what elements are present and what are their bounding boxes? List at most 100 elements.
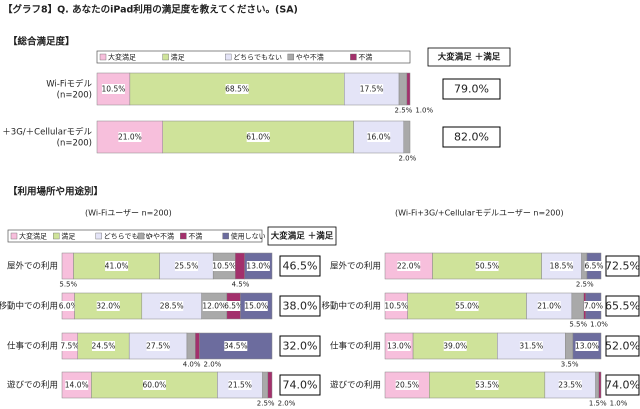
legend-swatch xyxy=(162,53,169,61)
value-label: 50.5% xyxy=(475,262,499,271)
legend-swatch xyxy=(137,232,145,240)
subtitle: (Wi-Fiユーザー n=200) xyxy=(85,209,172,218)
value-label: 10.5% xyxy=(102,85,126,94)
value-label: 17.5% xyxy=(360,85,384,94)
value-label: 6.0% xyxy=(59,302,78,311)
legend-swatch xyxy=(222,232,229,240)
bar-segment xyxy=(267,371,273,399)
label-bg xyxy=(393,106,413,114)
bar-segment xyxy=(565,332,574,360)
legend-label: 不満 xyxy=(188,233,202,241)
category-label: 移動中での利用 xyxy=(0,301,58,312)
value-label: 13.0% xyxy=(387,342,411,351)
legend-swatch xyxy=(10,232,18,240)
total-label: 74.0% xyxy=(605,379,640,392)
label-bg xyxy=(608,399,628,407)
category-label: 遊びでの利用 xyxy=(330,380,381,391)
value-label: 1.0% xyxy=(590,321,608,329)
bar-segment xyxy=(195,332,200,360)
label-bg xyxy=(118,132,142,142)
label-bg xyxy=(584,301,603,311)
bar-segment xyxy=(398,72,408,106)
value-label: 2.0% xyxy=(204,361,222,369)
value-label: 10.5% xyxy=(212,262,236,271)
value-label: 2.0% xyxy=(278,400,296,408)
bar-segment xyxy=(595,371,600,399)
label-bg xyxy=(360,84,384,94)
label-bg xyxy=(397,154,417,162)
label-bg xyxy=(587,399,607,407)
value-label: 2.5% xyxy=(257,400,275,408)
bar-segment xyxy=(61,252,74,280)
value-label: 32.0% xyxy=(96,302,120,311)
category-label: 屋外での利用 xyxy=(7,261,58,272)
label-bg xyxy=(244,301,268,311)
label-bg xyxy=(224,341,248,351)
section-title: 【利用場所や用途別】 xyxy=(8,186,103,198)
value-label: 15.0% xyxy=(244,302,268,311)
value-label: 39.0% xyxy=(443,342,467,351)
totals-header: 大変満足 ＋満足 xyxy=(438,52,501,63)
value-label: 28.5% xyxy=(160,302,184,311)
category-label: 仕事での利用 xyxy=(7,341,58,352)
label-bg xyxy=(96,301,120,311)
value-label: 6.5% xyxy=(224,302,243,311)
bar-segment xyxy=(262,371,269,399)
total-box xyxy=(605,255,640,277)
label-bg xyxy=(202,301,226,311)
label-bg xyxy=(443,341,467,351)
legend-swatch xyxy=(350,53,357,61)
legend-label: 使用しない xyxy=(231,232,266,241)
legend-label: どちらでもない xyxy=(104,233,153,241)
label-bg xyxy=(584,261,604,271)
value-label: 24.5% xyxy=(92,342,116,351)
value-label: 10.5% xyxy=(384,302,408,311)
total-box xyxy=(442,126,501,148)
total-label: 52.0% xyxy=(605,340,640,353)
label-bg xyxy=(475,380,499,390)
legend-label: どちらでもない xyxy=(233,54,282,62)
value-label: 21.0% xyxy=(537,302,561,311)
value-label: 60.0% xyxy=(142,381,166,390)
label-bg xyxy=(519,341,543,351)
legend-label: 不満 xyxy=(358,54,372,62)
legend-label: 大変満足 xyxy=(108,53,136,62)
value-label: 1.0% xyxy=(415,107,433,115)
label-bg xyxy=(589,320,608,328)
bar-segment xyxy=(403,120,411,154)
value-label: 4.5% xyxy=(232,281,250,289)
subtitle: (Wi-Fi+3G/+Cellularモデルユーザー n=200) xyxy=(395,208,564,218)
label-bg xyxy=(146,341,170,351)
label-bg xyxy=(455,301,479,311)
legend-swatch xyxy=(99,53,107,61)
label-bg xyxy=(568,320,588,328)
value-label: 1.0% xyxy=(610,400,628,408)
label-bg xyxy=(475,261,499,271)
category-label: Wi-Fiモデル(n=200) xyxy=(46,78,92,100)
value-label: 7.0% xyxy=(584,302,603,311)
legend-swatch xyxy=(224,53,232,61)
label-bg xyxy=(255,399,275,407)
label-bg xyxy=(537,301,561,311)
legend-box xyxy=(7,229,263,243)
label-bg xyxy=(246,261,270,271)
legend-swatch xyxy=(53,232,60,240)
label-bg xyxy=(397,261,421,271)
label-bg xyxy=(101,84,125,94)
category-label: 遊びでの利用 xyxy=(7,380,58,391)
value-label: 61.0% xyxy=(246,133,270,142)
bar-segment xyxy=(186,332,196,360)
legend-label: 大変満足 xyxy=(19,232,47,241)
total-box xyxy=(279,255,321,277)
value-label: 13.0% xyxy=(575,342,599,351)
label-bg xyxy=(91,341,115,351)
label-bg xyxy=(160,301,184,311)
value-label: 5.5% xyxy=(569,321,587,329)
bar-segment xyxy=(571,292,584,320)
label-bg xyxy=(367,132,391,142)
total-label: 74.0% xyxy=(283,379,318,392)
total-box xyxy=(605,295,640,317)
label-bg xyxy=(395,380,419,390)
label-bg xyxy=(181,360,201,368)
